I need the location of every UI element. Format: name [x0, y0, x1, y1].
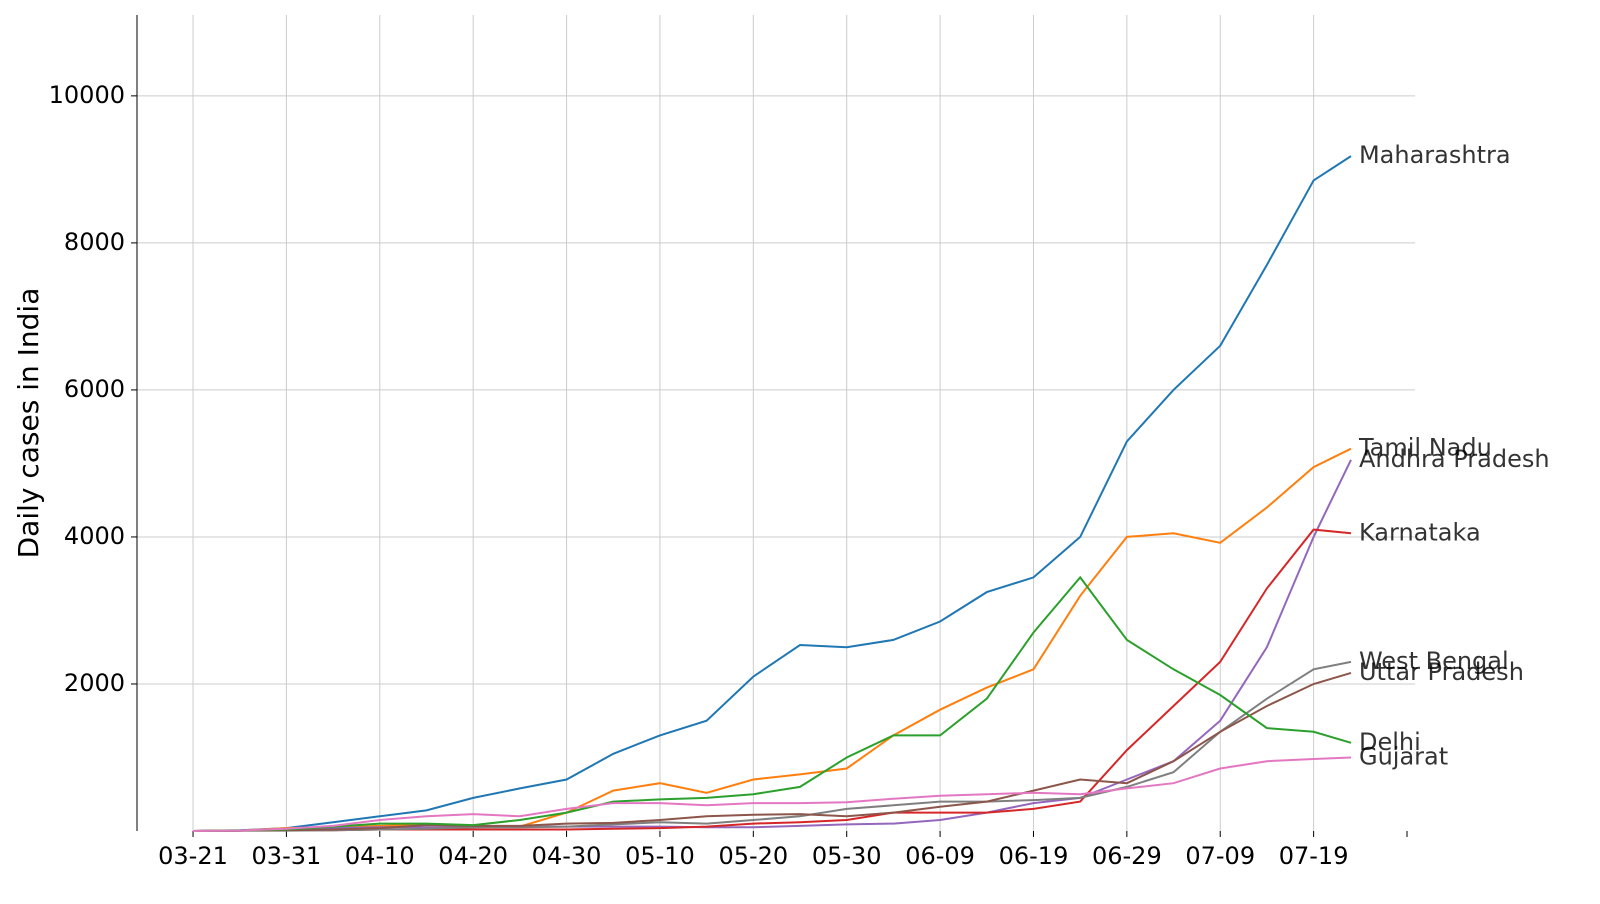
- y-tick-label: 2000: [64, 669, 125, 697]
- series-label: Delhi: [1359, 728, 1421, 756]
- series-label: Gujarat: [1359, 742, 1448, 770]
- x-tick-label: 06-09: [905, 842, 975, 870]
- series-line: [192, 528, 1352, 832]
- x-tick-label: 04-30: [532, 842, 602, 870]
- x-tick-label: 04-20: [438, 842, 508, 870]
- y-tick-label: 8000: [64, 228, 125, 256]
- x-tick-label: 03-31: [252, 842, 322, 870]
- x-tick-label: 07-19: [1279, 842, 1349, 870]
- series-label: Uttar Pradesh: [1359, 658, 1524, 686]
- series-label: Tamil Nadu: [1358, 434, 1492, 462]
- series-line: [192, 575, 1352, 832]
- x-tick-label: 05-30: [812, 842, 882, 870]
- y-tick-label: 6000: [64, 375, 125, 403]
- y-tick-label: 4000: [64, 522, 125, 550]
- y-axis-label: Daily cases in India: [12, 288, 45, 559]
- x-tick-label: 03-21: [158, 842, 228, 870]
- x-tick-label: 04-10: [345, 842, 415, 870]
- series-label: West Bengal: [1359, 647, 1509, 675]
- series-line: [192, 155, 1352, 832]
- series-label: Maharashtra: [1359, 141, 1511, 169]
- x-tick-label: 05-10: [625, 842, 695, 870]
- series-line: [192, 447, 1352, 832]
- x-tick-label: 06-29: [1092, 842, 1162, 870]
- series-label: Karnataka: [1359, 518, 1481, 546]
- series-line: [192, 671, 1352, 832]
- y-tick-label: 10000: [49, 81, 125, 109]
- series-line: [192, 660, 1352, 832]
- series-line: [192, 459, 1352, 832]
- x-tick-label: 05-20: [718, 842, 788, 870]
- x-tick-label: 06-19: [999, 842, 1069, 870]
- series-label: Andhra Pradesh: [1359, 445, 1550, 473]
- x-tick-label: 07-09: [1185, 842, 1255, 870]
- series-line: [192, 756, 1352, 832]
